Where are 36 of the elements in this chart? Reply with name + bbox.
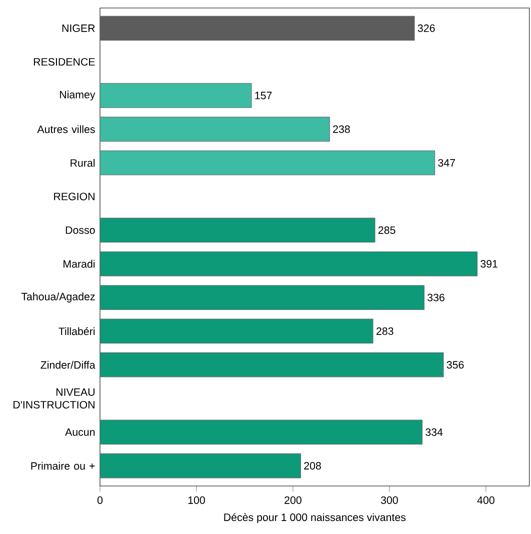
- x-tick-label: 400: [477, 496, 495, 504]
- y-tick-label: Tahoua/Agadez: [22, 292, 95, 302]
- x-axis-title: Décès pour 1 000 naissances vivantes: [224, 513, 406, 524]
- x-tick-label: 200: [284, 496, 302, 504]
- y-tick-label: Rural: [70, 158, 95, 167]
- x-tick-label: 300: [381, 496, 398, 504]
- y-tick-label: Tillabéri: [58, 327, 95, 336]
- data-label: 285: [378, 226, 396, 234]
- y-tick-label: Zinder/Diffa: [40, 360, 96, 369]
- bar: [100, 218, 376, 243]
- data-label: 208: [304, 462, 322, 470]
- data-label: 326: [418, 24, 435, 32]
- y-tick-label: Autres villes: [37, 125, 96, 134]
- data-label: 238: [333, 125, 350, 133]
- bar: [100, 453, 302, 478]
- y-tick-label: NIVEAU D'INSTRUCTION: [14, 388, 95, 409]
- data-label: 283: [376, 327, 394, 335]
- y-tick-label: Aucun: [65, 428, 95, 436]
- bar: [100, 352, 444, 378]
- y-tick-label: Primaire ou +: [31, 462, 95, 470]
- x-tick-label: 100: [188, 496, 206, 504]
- x-tick-label: 0: [98, 496, 103, 504]
- y-tick-label: NIGER: [62, 24, 95, 32]
- bar: [100, 116, 330, 142]
- data-label: 391: [480, 260, 498, 268]
- y-tick-label: REGION: [54, 192, 95, 200]
- data-label: 334: [426, 428, 443, 436]
- y-tick-label: Dosso: [66, 226, 95, 234]
- y-tick-label: RESIDENCE: [34, 58, 95, 66]
- y-tick-label: Niamey: [60, 90, 96, 100]
- data-label: 356: [446, 361, 464, 369]
- data-label: 347: [438, 159, 456, 167]
- data-label: 336: [428, 294, 445, 302]
- data-label: 157: [255, 92, 272, 100]
- bar: [100, 318, 374, 344]
- y-tick-label: Maradi: [64, 260, 95, 268]
